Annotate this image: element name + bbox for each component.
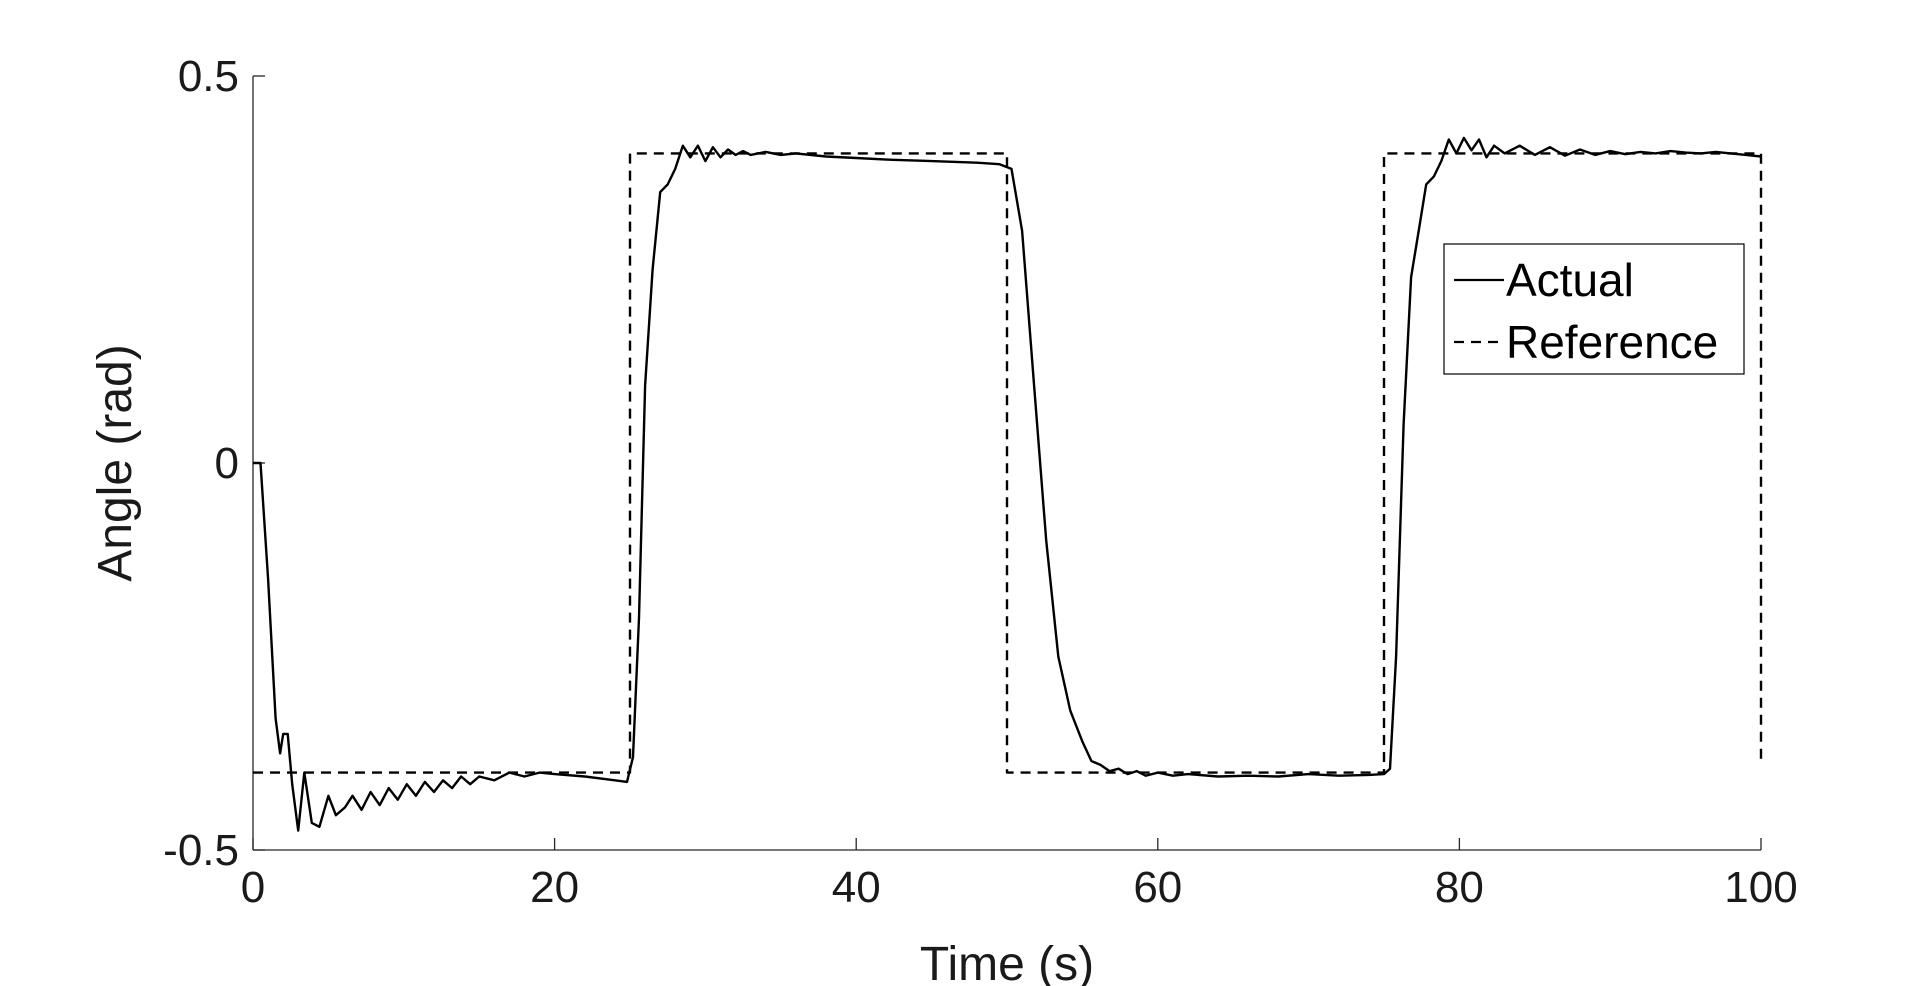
series-layer bbox=[253, 136, 1763, 832]
x-tick-label-1: 20 bbox=[530, 863, 579, 912]
series-line-actual bbox=[253, 136, 1762, 832]
chart-axes: 0 20 40 60 80 100-0.500.5 bbox=[163, 52, 1798, 912]
x-tick-label-4: 80 bbox=[1435, 863, 1484, 912]
x-tick-label-2: 40 bbox=[832, 863, 881, 912]
legend-label-reference: Reference bbox=[1506, 316, 1718, 368]
x-tick-label-0: 0 bbox=[241, 863, 265, 912]
x-tick-label-3: 60 bbox=[1133, 863, 1182, 912]
y-tick-label-0: -0.5 bbox=[163, 826, 239, 875]
x-axis-label: Time (s) bbox=[920, 938, 1094, 986]
legend-label-actual: Actual bbox=[1506, 254, 1634, 306]
y-tick-label-2: 0.5 bbox=[178, 52, 239, 101]
chart-legend: Actual Reference bbox=[1443, 243, 1745, 375]
legend-box bbox=[1443, 243, 1745, 375]
series-line-reference bbox=[253, 152, 1763, 774]
x-tick-label-5: 100 bbox=[1724, 863, 1797, 912]
y-axis-label: Angle (rad) bbox=[89, 344, 142, 581]
y-tick-label-1: 0 bbox=[215, 439, 239, 488]
